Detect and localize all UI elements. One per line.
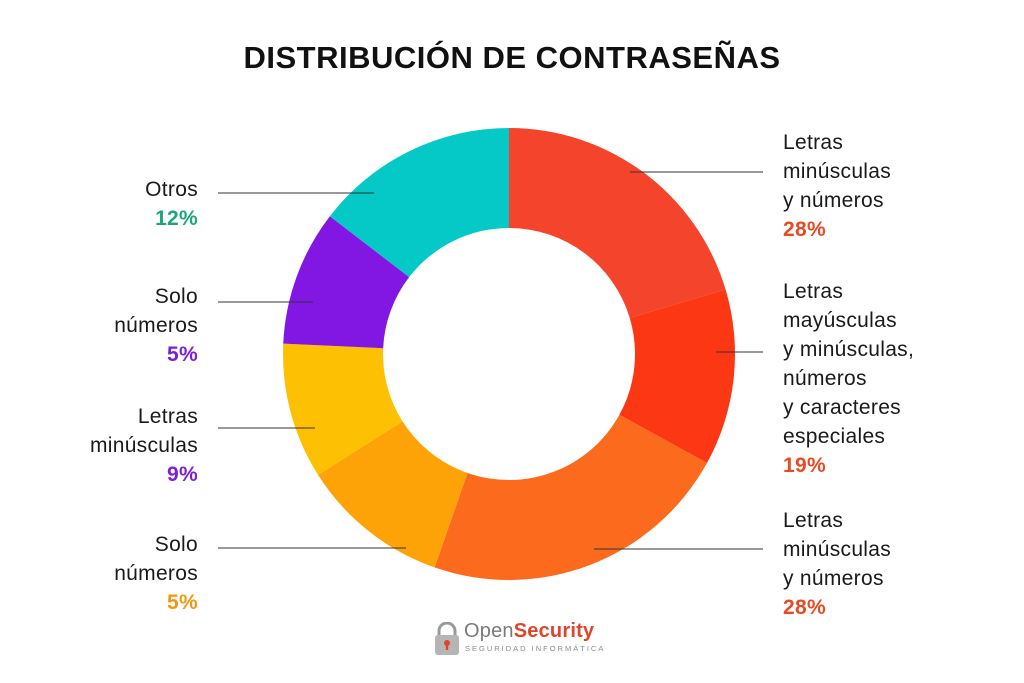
pie-slice <box>282 343 403 475</box>
slice-label-text: Letras minúsculas <box>89 405 198 457</box>
slice-percent: 28% <box>783 218 826 241</box>
slice-label: Otros 12% <box>40 175 198 233</box>
slice-label-text: Letras minúsculas y números <box>783 131 892 212</box>
opensecurity-logo: OpenSecurity SEGURIDAD INFORMÁTICA <box>432 620 612 660</box>
slice-label-text: Otros <box>145 178 198 201</box>
slice-label-text: Letras minúsculas y números <box>783 509 892 590</box>
pie-slice <box>329 128 509 278</box>
pie-slice <box>434 414 707 580</box>
slice-label-text: Letras mayúsculas y minúsculas, números … <box>783 280 915 448</box>
logo-brand-open: Open <box>464 620 514 642</box>
pie-slice <box>619 289 736 463</box>
slice-label: Solo números 5% <box>40 282 198 369</box>
pie-slice <box>318 421 468 568</box>
logo-brand: OpenSecurity <box>464 620 594 643</box>
slice-label: Letras minúsculas y números 28% <box>783 506 983 622</box>
logo-brand-security: Security <box>513 620 595 642</box>
slice-percent: 19% <box>783 454 826 477</box>
slice-percent: 12% <box>155 207 198 230</box>
slice-label: Solo números 5% <box>40 530 198 617</box>
slice-label-text: Solo números <box>114 285 198 337</box>
padlock-icon <box>435 622 459 655</box>
chart-title: DISTRIBUCIÓN DE CONTRASEÑAS <box>243 40 781 75</box>
slice-percent: 5% <box>167 591 198 614</box>
slice-label-text: Solo números <box>114 533 198 585</box>
slice-label: Letras minúsculas 9% <box>40 402 198 489</box>
slice-label: Letras minúsculas y números 28% <box>783 128 983 244</box>
slice-percent: 9% <box>167 463 198 486</box>
pie-slice <box>509 128 726 318</box>
logo-tagline: SEGURIDAD INFORMÁTICA <box>465 644 606 653</box>
slice-percent: 5% <box>167 343 198 366</box>
pie-slice <box>283 216 410 349</box>
slice-label: Letras mayúsculas y minúsculas, números … <box>783 277 983 480</box>
slice-percent: 28% <box>783 596 826 619</box>
